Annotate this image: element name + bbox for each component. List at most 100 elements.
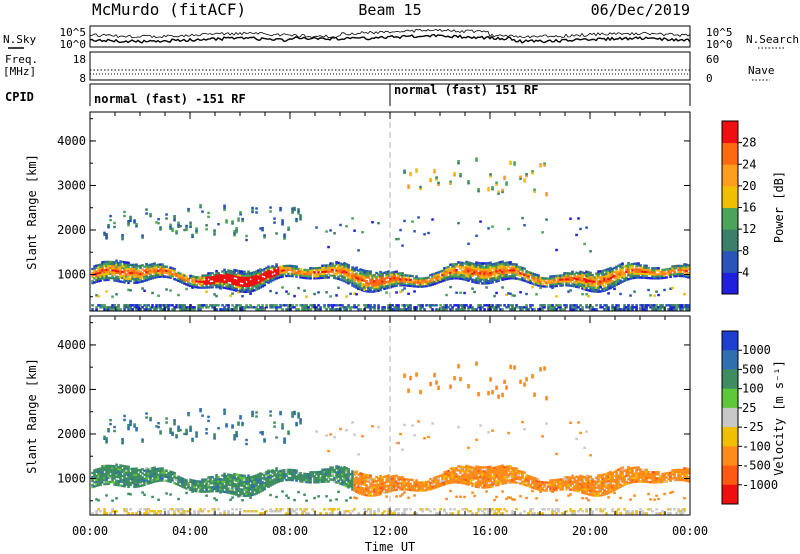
data-cell <box>325 276 328 279</box>
data-cell <box>205 428 208 431</box>
data-cell <box>125 265 128 268</box>
data-cell <box>253 493 256 496</box>
data-cell <box>577 284 580 287</box>
data-cell <box>249 488 252 491</box>
data-cell <box>439 484 442 487</box>
data-cell <box>141 440 144 443</box>
data-cell <box>685 271 688 274</box>
data-cell <box>325 495 328 498</box>
data-cell <box>635 270 638 273</box>
data-cell <box>273 217 276 220</box>
data-cell <box>197 484 200 487</box>
data-cell <box>561 276 564 279</box>
data-cell <box>349 481 352 484</box>
data-cell <box>157 469 160 472</box>
data-cell <box>289 470 292 474</box>
data-cell <box>437 512 440 515</box>
data-cell <box>259 482 262 485</box>
y-tick-label: 2000 <box>57 223 86 237</box>
data-cell <box>307 308 310 311</box>
data-cell <box>621 270 624 273</box>
data-cell <box>507 263 510 266</box>
data-cell <box>133 273 136 277</box>
data-cell <box>181 477 184 480</box>
data-cell <box>579 270 582 274</box>
data-cell <box>155 512 158 515</box>
data-cell <box>93 271 96 274</box>
data-cell <box>193 277 196 281</box>
data-cell <box>245 488 248 492</box>
data-cell <box>287 306 290 309</box>
data-cell <box>515 265 518 268</box>
data-cell <box>295 271 298 274</box>
data-cell <box>435 273 438 277</box>
data-cell <box>459 475 462 478</box>
data-cell <box>253 487 256 490</box>
data-cell <box>223 206 226 209</box>
data-cell <box>461 508 464 511</box>
data-cell <box>239 213 242 216</box>
data-cell <box>447 267 450 271</box>
data-cell <box>649 270 652 274</box>
data-cell <box>537 284 540 287</box>
data-cell <box>163 269 166 272</box>
data-cell <box>457 469 460 472</box>
data-cell <box>339 472 342 475</box>
data-cell <box>109 308 112 311</box>
data-cell <box>453 475 456 478</box>
data-cell <box>219 278 222 281</box>
data-cell <box>267 483 270 486</box>
data-cell <box>265 474 268 478</box>
data-cell <box>377 308 380 311</box>
data-cell <box>235 273 238 276</box>
data-cell <box>461 465 464 469</box>
data-cell <box>259 227 262 230</box>
data-cell <box>373 486 376 489</box>
data-cell <box>519 266 522 269</box>
data-cell <box>157 271 160 275</box>
data-cell <box>181 508 184 511</box>
data-cell <box>101 265 104 268</box>
data-cell <box>297 208 300 211</box>
data-cell <box>115 479 118 482</box>
data-cell <box>653 273 656 276</box>
data-cell <box>387 484 390 487</box>
data-cell <box>601 281 604 285</box>
data-cell <box>173 269 176 273</box>
data-cell <box>103 276 106 280</box>
data-cell <box>617 306 620 309</box>
data-cell <box>459 172 462 176</box>
data-cell <box>97 265 100 269</box>
data-cell <box>139 270 142 274</box>
data-cell <box>615 279 618 283</box>
data-cell <box>141 268 144 271</box>
data-cell <box>623 275 626 278</box>
data-cell <box>439 276 442 279</box>
data-cell <box>497 269 500 272</box>
data-cell <box>197 482 200 485</box>
data-cell <box>341 269 344 272</box>
data-cell <box>99 469 102 472</box>
data-cell <box>135 267 138 270</box>
data-cell <box>133 469 136 473</box>
data-cell <box>229 491 232 495</box>
data-cell <box>661 272 664 276</box>
data-cell <box>99 279 102 282</box>
data-cell <box>191 483 194 486</box>
data-cell <box>107 464 110 468</box>
data-cell <box>577 282 580 285</box>
data-cell <box>347 482 350 485</box>
data-cell <box>279 306 282 309</box>
data-cell <box>369 290 372 293</box>
data-cell <box>145 272 148 276</box>
data-cell <box>407 276 410 279</box>
data-cell <box>649 294 652 297</box>
data-cell <box>401 478 404 481</box>
data-cell <box>225 484 228 488</box>
data-cell <box>261 304 264 307</box>
data-cell <box>105 480 108 484</box>
data-cell <box>315 275 318 278</box>
data-cell <box>421 279 424 282</box>
data-cell <box>285 290 288 293</box>
data-cell <box>201 280 204 283</box>
